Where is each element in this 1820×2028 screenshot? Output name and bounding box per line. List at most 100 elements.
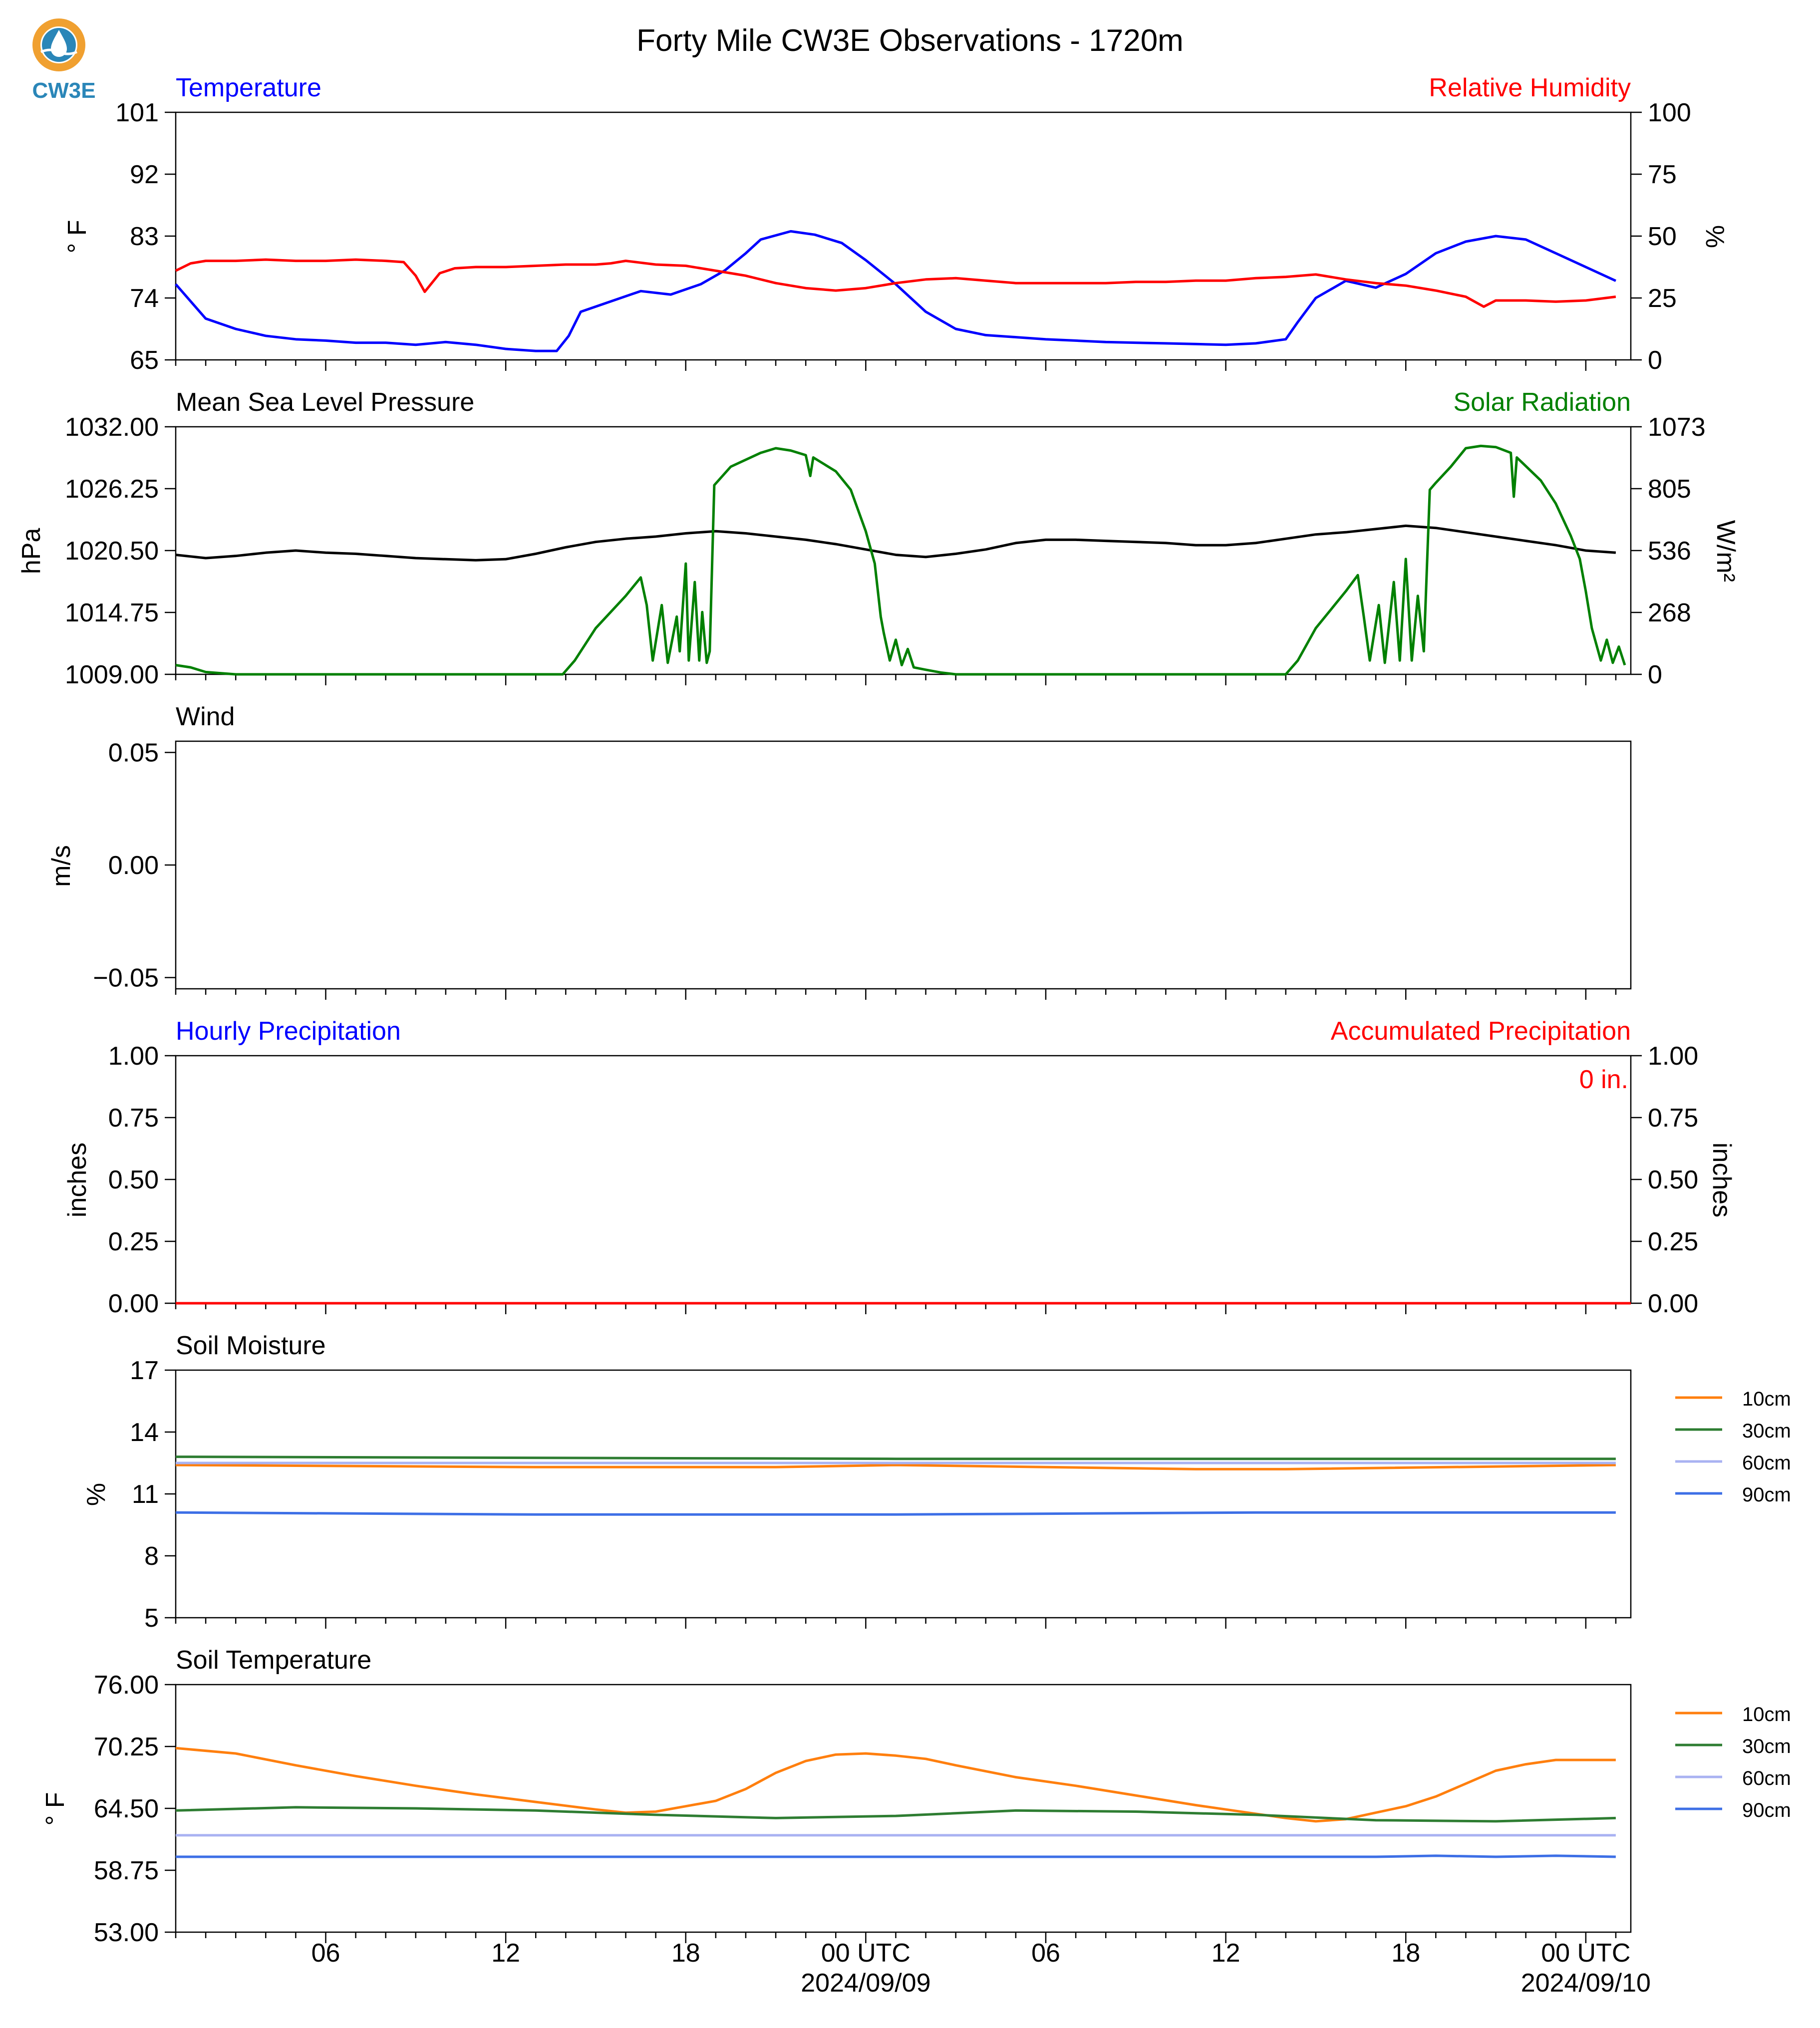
- soil-moisture-title: Soil Moisture: [176, 1331, 326, 1360]
- soil-temp-legend: 10cm 30cm 60cm 90cm: [1675, 1704, 1791, 1821]
- y-tick-label: 64.50: [94, 1794, 159, 1823]
- y-tick-label: 92: [130, 160, 159, 189]
- y-tick-label: 1009.00: [65, 660, 159, 689]
- x-tick-label: 06: [311, 1939, 340, 1968]
- y-tick-label: 0.00: [108, 1289, 159, 1318]
- x-tick-label: 12: [491, 1939, 520, 1968]
- temperature-series: [175, 230, 1616, 352]
- legend-label-60cm: 60cm: [1742, 1452, 1791, 1474]
- legend-label-60cm: 60cm: [1742, 1767, 1791, 1789]
- x-tick-label: 18: [671, 1939, 700, 1968]
- y-tick-label: 1026.25: [65, 475, 159, 504]
- y-tick-label: 70.25: [94, 1733, 159, 1761]
- y-tick-label: 17: [130, 1356, 159, 1385]
- humidity-title: Relative Humidity: [1429, 73, 1631, 102]
- wind-title: Wind: [176, 702, 235, 731]
- soil-moisture-legend: 10cm 30cm 60cm 90cm: [1675, 1388, 1791, 1506]
- series-solar-radiation: [175, 444, 1626, 676]
- temperature-tick-labels: 65 74 83 92 101 0 25 50 75 100: [115, 98, 1691, 375]
- temperature-ylabel: ° F: [63, 220, 92, 253]
- legend-label-30cm: 30cm: [1742, 1420, 1791, 1442]
- y-right-tick-label: 0.75: [1648, 1104, 1698, 1133]
- y-tick-label: 1.00: [108, 1042, 159, 1071]
- pressure-ylabel: hPa: [17, 528, 46, 575]
- y-tick-label: 1014.75: [65, 598, 159, 627]
- series-30cm: [175, 1806, 1616, 1823]
- x-tick-label: 06: [1031, 1939, 1060, 1968]
- y-tick-label: 65: [130, 346, 159, 375]
- y-tick-label: 1020.50: [65, 537, 159, 566]
- y-right-tick-label: 268: [1648, 598, 1691, 627]
- y-tick-label: 58.75: [94, 1856, 159, 1885]
- legend-label-10cm: 10cm: [1742, 1704, 1791, 1726]
- y-right-tick-label: 25: [1648, 284, 1677, 313]
- precip-tick-labels: 0.00 0.25 0.50 0.75 1.00 0.00 0.25 0.50 0.75 1.00: [108, 1042, 1698, 1318]
- x-tick-label: 2024/09/09: [801, 1969, 930, 1998]
- legend-label-90cm: 90cm: [1742, 1799, 1791, 1821]
- series-30cm: [175, 1455, 1616, 1460]
- y-tick-label: 74: [130, 284, 159, 313]
- precip-ylabel: inches: [63, 1143, 92, 1217]
- legend-label-30cm: 30cm: [1742, 1736, 1791, 1757]
- plot-frame: [175, 426, 1632, 675]
- y-tick-label: 0.00: [108, 851, 159, 880]
- soil-temp-ylabel: ° F: [41, 1792, 70, 1825]
- y-tick-label: 0.50: [108, 1165, 159, 1194]
- y-tick-label: 0.05: [108, 739, 159, 768]
- x-tick-label: 00 UTC: [1541, 1939, 1630, 1968]
- logo-wave-icon: [40, 48, 78, 55]
- series-90cm: [176, 1854, 1616, 1858]
- series-temperature: [175, 230, 1616, 352]
- figure-title: Forty Mile CW3E Observations - 1720m: [636, 23, 1184, 58]
- y-right-tick-label: 536: [1648, 537, 1691, 566]
- soil-moisture-axes: [165, 1369, 1632, 1629]
- logo-ring: [32, 18, 85, 71]
- y-tick-label: 83: [130, 222, 159, 251]
- y-right-tick-label: 0: [1648, 346, 1662, 375]
- plot-frame: [175, 1055, 1632, 1304]
- accum-precip-title: Accumulated Precipitation: [1331, 1017, 1631, 1046]
- y-tick-label: −0.05: [93, 963, 159, 992]
- series-10cm: [175, 1746, 1616, 1823]
- y-right-tick-label: 0.50: [1648, 1165, 1698, 1194]
- plot-frame: [175, 1369, 1632, 1619]
- series-90cm: [175, 1511, 1616, 1516]
- x-tick-label: 00 UTC: [821, 1939, 910, 1968]
- y-tick-label: 0.75: [108, 1104, 159, 1133]
- y-right-tick-label: 0.00: [1648, 1289, 1698, 1318]
- legend-label-90cm: 90cm: [1742, 1484, 1791, 1506]
- accum-precip-ylabel: inches: [1707, 1143, 1736, 1217]
- pressure-tick-labels: 1009.00 1014.75 1020.50 1026.25 1032.00 0 268 5…: [65, 413, 1706, 689]
- series-relative-humidity: [175, 258, 1616, 308]
- solar-title: Solar Radiation: [1453, 388, 1631, 417]
- y-right-tick-label: 75: [1648, 160, 1677, 189]
- plot-frame: [175, 111, 1632, 361]
- hourly-precip-title: Hourly Precipitation: [176, 1017, 401, 1046]
- soil-temp-tick-labels: 53.00 58.75 64.50 70.25 76.00: [94, 1671, 159, 1947]
- y-tick-label: 5: [144, 1604, 159, 1633]
- pressure-series: [175, 444, 1626, 676]
- y-right-tick-label: 1.00: [1648, 1042, 1698, 1071]
- y-tick-label: 76.00: [94, 1671, 159, 1700]
- pressure-title: Mean Sea Level Pressure: [176, 388, 474, 417]
- soil-moisture-tick-labels: 5 8 11 14 17: [130, 1356, 159, 1633]
- precip-axes: [165, 1055, 1642, 1314]
- y-right-tick-label: 1073: [1648, 413, 1706, 442]
- wind-ylabel: m/s: [47, 845, 76, 887]
- humidity-ylabel: %: [1700, 225, 1729, 248]
- y-tick-label: 101: [115, 98, 159, 127]
- y-tick-label: 53.00: [94, 1918, 159, 1947]
- x-tick-label: 18: [1391, 1939, 1420, 1968]
- y-tick-label: 14: [130, 1418, 159, 1447]
- x-tick-label: 2024/09/10: [1521, 1969, 1651, 1998]
- y-right-tick-label: 805: [1648, 475, 1691, 504]
- temperature-title: Temperature: [176, 73, 321, 102]
- plot-frame: [175, 740, 1632, 990]
- y-right-tick-label: 0.25: [1648, 1227, 1698, 1256]
- soil-temp-title: Soil Temperature: [176, 1646, 371, 1675]
- soil-temp-series: [175, 1746, 1616, 1858]
- y-tick-label: 0.25: [108, 1227, 159, 1256]
- temperature-axes: [165, 111, 1642, 371]
